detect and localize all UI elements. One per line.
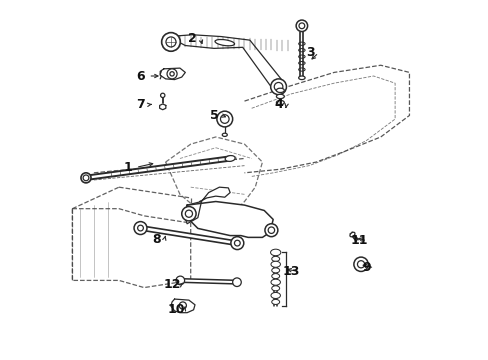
Text: 3: 3: [306, 46, 314, 59]
Polygon shape: [178, 279, 239, 284]
Ellipse shape: [271, 256, 279, 261]
Circle shape: [134, 222, 147, 234]
Text: 8: 8: [152, 233, 161, 246]
Circle shape: [230, 237, 244, 249]
Text: 12: 12: [163, 278, 181, 291]
Text: 9: 9: [362, 261, 370, 274]
Polygon shape: [300, 32, 303, 76]
Circle shape: [137, 225, 143, 231]
Polygon shape: [136, 225, 241, 246]
Circle shape: [274, 82, 282, 91]
Polygon shape: [160, 68, 185, 80]
Circle shape: [179, 302, 186, 309]
Circle shape: [270, 79, 286, 95]
Circle shape: [165, 37, 176, 47]
Ellipse shape: [271, 286, 279, 291]
Circle shape: [220, 115, 228, 123]
Text: 6: 6: [136, 69, 144, 82]
Text: 2: 2: [188, 32, 197, 45]
Text: 13: 13: [282, 265, 299, 278]
Ellipse shape: [298, 76, 305, 80]
Circle shape: [264, 224, 277, 237]
Ellipse shape: [270, 249, 280, 256]
Text: 1: 1: [123, 161, 132, 174]
Polygon shape: [187, 202, 273, 237]
Circle shape: [169, 72, 174, 76]
Circle shape: [160, 93, 164, 98]
Polygon shape: [350, 233, 357, 241]
Circle shape: [357, 261, 364, 268]
Text: 7: 7: [136, 98, 144, 111]
Ellipse shape: [276, 100, 284, 105]
Circle shape: [232, 278, 241, 287]
Circle shape: [185, 210, 192, 217]
Circle shape: [83, 175, 89, 181]
Circle shape: [353, 257, 367, 271]
Ellipse shape: [270, 279, 280, 285]
Polygon shape: [159, 104, 165, 110]
Circle shape: [217, 111, 232, 127]
Circle shape: [298, 23, 304, 29]
Ellipse shape: [271, 300, 279, 305]
Polygon shape: [171, 299, 195, 313]
Ellipse shape: [215, 40, 234, 46]
Text: 4: 4: [274, 98, 283, 111]
Polygon shape: [82, 156, 230, 180]
Polygon shape: [199, 187, 230, 202]
Ellipse shape: [224, 156, 235, 161]
Ellipse shape: [271, 274, 279, 279]
Text: 5: 5: [209, 109, 218, 122]
Polygon shape: [183, 202, 201, 224]
Ellipse shape: [349, 232, 354, 237]
Circle shape: [182, 207, 196, 221]
Text: 11: 11: [350, 234, 367, 247]
Text: 10: 10: [167, 303, 185, 316]
Ellipse shape: [271, 268, 279, 273]
Ellipse shape: [270, 261, 280, 267]
Polygon shape: [168, 35, 282, 92]
Circle shape: [81, 173, 91, 183]
Polygon shape: [274, 251, 277, 306]
Ellipse shape: [276, 88, 284, 93]
Circle shape: [296, 20, 307, 32]
Ellipse shape: [270, 292, 280, 298]
Circle shape: [162, 33, 180, 51]
Ellipse shape: [276, 94, 284, 99]
Ellipse shape: [222, 133, 227, 136]
Circle shape: [176, 276, 184, 285]
Circle shape: [234, 240, 240, 246]
Circle shape: [167, 69, 177, 79]
Circle shape: [267, 227, 274, 233]
